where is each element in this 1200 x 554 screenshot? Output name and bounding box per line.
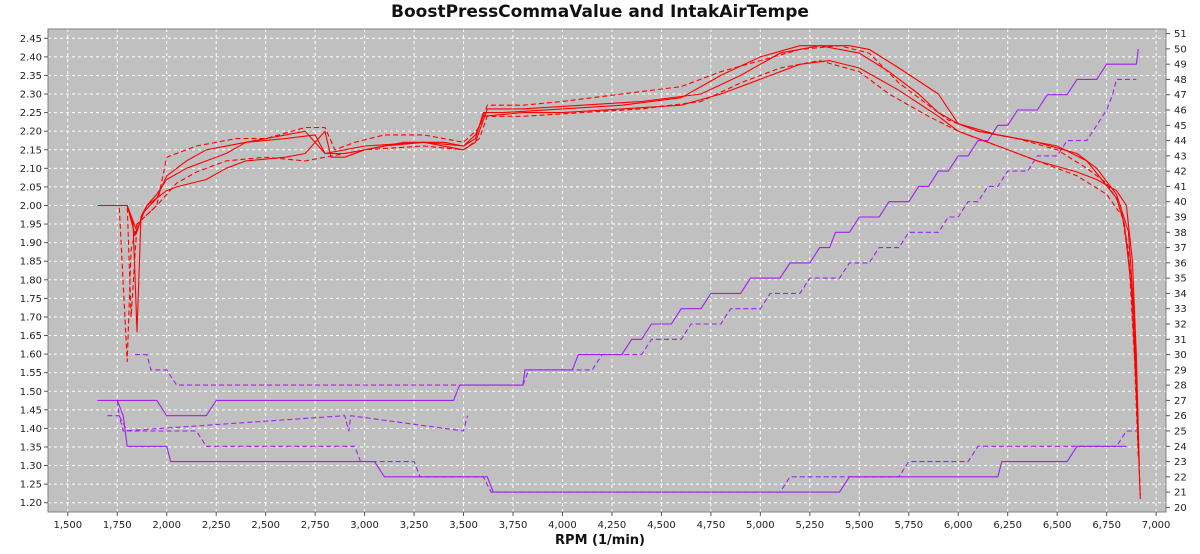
y-right-tick-label: 36 (1174, 258, 1187, 269)
plot-border (47, 28, 1167, 513)
y-left-tick-label: 2.15 (20, 145, 42, 156)
boost-pressure-series-line (97, 60, 1141, 496)
x-tick-label: 6,000 (944, 520, 973, 531)
y-left-tick-label: 1.50 (20, 387, 42, 398)
y-left-tick-label: 2.20 (20, 127, 42, 138)
y-left-tick-label: 1.70 (20, 312, 42, 323)
y-right-tick-label: 45 (1174, 121, 1187, 132)
y-left-tick-label: 1.30 (20, 461, 42, 472)
x-tick-label: 7,000 (1142, 520, 1171, 531)
y-left-tick-label: 1.40 (20, 424, 42, 435)
y-right-tick-label: 40 (1174, 197, 1187, 208)
y-left-tick-label: 1.80 (20, 275, 42, 286)
y-right-tick-label: 35 (1174, 274, 1187, 285)
y-right-tick-label: 25 (1174, 426, 1187, 437)
y-left-tick-label: 1.35 (20, 442, 42, 453)
y-left-tick-label: 1.90 (20, 238, 42, 249)
x-tick-label: 2,000 (152, 520, 181, 531)
chart-title: BoostPressCommaValue and IntakAirTempe (391, 2, 809, 22)
intake-air-temp-series-line (135, 78, 1137, 386)
y-right-tick-label: 39 (1174, 213, 1187, 224)
y-right-tick-label: 49 (1174, 60, 1187, 71)
y-left-tick-label: 2.05 (20, 182, 42, 193)
y-right-tick-label: 33 (1174, 304, 1187, 315)
boost-pressure-series-line (97, 45, 1139, 459)
y-right-tick-label: 44 (1174, 136, 1187, 147)
y-right-tick-label: 29 (1174, 365, 1187, 376)
x-tick-label: 5,000 (746, 520, 775, 531)
y-right-tick-label: 50 (1174, 44, 1187, 55)
x-tick-label: 2,250 (202, 520, 231, 531)
x-axis-label: RPM (1/min) (555, 533, 645, 548)
x-tick-label: 4,750 (697, 520, 726, 531)
y-left-tick-label: 2.40 (20, 52, 42, 63)
y-right-tick-label: 28 (1174, 381, 1187, 392)
x-tick-label: 1,750 (103, 520, 132, 531)
x-tick-label: 4,000 (548, 520, 577, 531)
y-left-tick-label: 2.35 (20, 71, 42, 82)
y-right-tick-label: 37 (1174, 243, 1187, 254)
y-left-tick-label: 2.25 (20, 108, 42, 119)
y-right-tick-label: 26 (1174, 411, 1187, 422)
y-left-tick-label: 1.75 (20, 294, 42, 305)
y-right-tick-label: 42 (1174, 167, 1187, 178)
y-left-tick-label: 1.85 (20, 257, 42, 268)
x-tick-label: 4,250 (598, 520, 627, 531)
y-right-tick-label: 27 (1174, 396, 1187, 407)
x-tick-label: 3,000 (350, 520, 379, 531)
y-right-tick-label: 23 (1174, 457, 1187, 468)
x-tick-label: 3,750 (499, 520, 528, 531)
y-left-tick-label: 1.65 (20, 331, 42, 342)
x-tick-label: 1,500 (53, 520, 82, 531)
y-right-tick-label: 38 (1174, 228, 1187, 239)
x-tick-label: 5,500 (845, 520, 874, 531)
y-right-tick-label: 32 (1174, 319, 1187, 330)
y-left-tick-label: 1.60 (20, 350, 42, 361)
intake-air-temp-series-line (116, 400, 1127, 493)
y-left-tick-label: 1.45 (20, 405, 42, 416)
y-right-tick-label: 31 (1174, 335, 1187, 346)
y-left-tick-label: 1.55 (20, 368, 42, 379)
y-left-tick-label: 2.10 (20, 164, 42, 175)
y-right-tick-label: 20 (1174, 503, 1187, 514)
x-tick-label: 5,250 (796, 520, 825, 531)
x-tick-label: 6,500 (1043, 520, 1072, 531)
y-left-tick-label: 2.45 (20, 34, 42, 45)
y-left-tick-label: 1.20 (20, 498, 42, 509)
y-right-tick-label: 51 (1174, 29, 1187, 40)
intake-air-temp-series-line (107, 415, 469, 432)
boost-pressure-series-line (97, 60, 1140, 466)
boost-pressure-series-line (97, 45, 1139, 448)
x-tick-label: 3,500 (449, 520, 478, 531)
intake-air-temp-series-line (97, 48, 1139, 417)
y-right-tick-label: 43 (1174, 151, 1187, 162)
x-tick-label: 6,750 (1092, 520, 1121, 531)
y-right-tick-label: 22 (1174, 472, 1187, 483)
intake-air-temp-series-line (116, 400, 1137, 493)
y-right-tick-label: 41 (1174, 182, 1187, 193)
x-tick-label: 5,750 (894, 520, 923, 531)
x-tick-label: 6,250 (993, 520, 1022, 531)
y-left-tick-label: 1.25 (20, 480, 42, 491)
y-right-tick-label: 30 (1174, 350, 1187, 361)
y-left-tick-label: 2.30 (20, 90, 42, 101)
x-tick-label: 2,500 (251, 520, 280, 531)
y-right-tick-label: 34 (1174, 289, 1187, 300)
y-left-tick-label: 2.00 (20, 201, 42, 212)
y-right-tick-label: 24 (1174, 442, 1187, 453)
x-tick-label: 4,500 (647, 520, 676, 531)
x-tick-label: 3,250 (400, 520, 429, 531)
y-right-tick-label: 47 (1174, 90, 1187, 101)
x-tick-label: 2,750 (301, 520, 330, 531)
y-left-tick-label: 1.95 (20, 220, 42, 231)
y-right-tick-label: 48 (1174, 75, 1187, 86)
y-right-tick-label: 21 (1174, 488, 1187, 499)
y-right-tick-label: 46 (1174, 106, 1187, 117)
